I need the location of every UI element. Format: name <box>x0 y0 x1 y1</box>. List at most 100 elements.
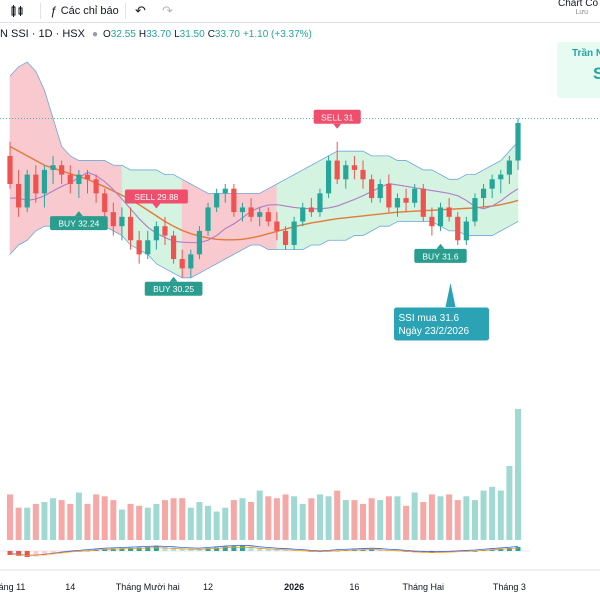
band-fill-segment <box>336 150 347 241</box>
svg-text:BUY 31.6: BUY 31.6 <box>422 251 459 261</box>
candle-body <box>325 160 332 194</box>
macd-histogram-bar <box>214 547 220 551</box>
volume-bar <box>454 500 461 540</box>
band-fill-segment <box>130 169 140 251</box>
change-value: +1.10 (+3.37%) <box>242 28 312 40</box>
volume-bar <box>127 503 134 540</box>
volume-bar <box>411 492 418 540</box>
chart-layout-title[interactable]: Chart Co <box>557 0 598 9</box>
volume-bar <box>101 496 108 540</box>
band-fill-segment <box>328 150 338 241</box>
macd-histogram-bar <box>515 547 521 551</box>
redo-button[interactable]: ↷ <box>162 0 173 22</box>
candle-body <box>119 216 125 227</box>
volume-bar <box>265 496 272 540</box>
indicators-icon: ƒ <box>50 4 57 18</box>
macd-histogram-bar <box>110 548 116 551</box>
band-fill-segment <box>483 164 493 236</box>
band-fill-segment <box>78 160 88 223</box>
volume-bar <box>480 490 487 540</box>
macd-histogram-bar <box>489 549 495 551</box>
symbol-name[interactable]: N SSI · 1D · HSX <box>0 28 85 40</box>
volume-bar <box>377 500 384 540</box>
macd-histogram-bar <box>188 548 194 551</box>
volume-bar <box>205 505 212 540</box>
band-fill-segment <box>173 174 183 279</box>
volume-bar <box>437 496 444 540</box>
volume-bar <box>179 498 186 540</box>
band-fill-segment <box>362 150 372 237</box>
candle-body <box>506 160 512 175</box>
candle-body <box>16 184 22 208</box>
macd-histogram-bar <box>377 549 383 551</box>
trade-signals: BUY 32.24 SELL 29.88 BUY 30.25 SELL 31 BUY 3… <box>50 109 491 342</box>
band-fill-segment <box>466 174 476 236</box>
macd-histogram-bar <box>93 549 99 551</box>
volume-bar <box>248 502 255 540</box>
high-label: H <box>138 28 147 40</box>
macd-histogram-bar <box>179 548 185 551</box>
candle-body <box>196 230 203 255</box>
volume-bar <box>75 492 82 540</box>
macd-histogram-bar <box>317 551 323 552</box>
volume-bar <box>299 503 306 540</box>
sell-signal-badge: SELL 31 <box>313 109 361 129</box>
volume-bar <box>446 494 453 540</box>
candle-body <box>282 230 289 245</box>
volume-bar <box>41 502 48 540</box>
macd-histogram-bar <box>291 550 297 551</box>
band-fill-segment <box>164 174 174 274</box>
volume-bar <box>334 490 341 540</box>
macd-histogram-bar <box>472 551 478 552</box>
macd-histogram-bar <box>239 546 245 551</box>
volume-bars <box>7 408 521 540</box>
volume-bar <box>187 507 194 540</box>
volume-bar <box>161 500 168 540</box>
buy-signal-badge: BUY 31.6 <box>414 243 467 263</box>
macd-histogram-bar <box>248 546 254 551</box>
time-axis-tick-label: 2026 <box>284 582 304 592</box>
buy-annotation-callout: SSI mua 31.6 Ngày 23/2/2026 <box>393 283 491 342</box>
band-fill-segment <box>87 160 97 222</box>
time-axis-tick-label: 12 <box>203 582 213 592</box>
band-fill-segment <box>18 61 28 246</box>
ma-slow-line <box>9 145 519 241</box>
candle-body <box>386 184 392 208</box>
macd-histogram-bar <box>446 551 452 553</box>
volume-bar <box>506 465 513 540</box>
band-fill-segment <box>405 160 415 222</box>
macd-histogram-bar <box>394 550 400 552</box>
candle-body <box>317 193 323 213</box>
band-fill-segment <box>26 61 37 242</box>
band-fill-segment <box>156 169 166 269</box>
close-label: C <box>207 28 215 40</box>
band-fill-segment <box>207 193 217 269</box>
band-upper-line <box>9 61 519 194</box>
candlesticks <box>7 118 521 278</box>
band-fill-segment <box>104 160 114 232</box>
promo-banner[interactable]: Trần N S <box>557 42 600 98</box>
band-fill-segment <box>371 155 381 232</box>
band-fill-segment <box>509 141 519 227</box>
indicators-label: Các chỉ báo <box>60 5 119 17</box>
volume-bar <box>213 511 220 540</box>
ma-fast-line <box>10 171 519 244</box>
save-label[interactable]: Lưu <box>575 9 588 16</box>
volume-bar <box>282 494 289 540</box>
volume-bar <box>196 502 203 540</box>
band-fill-segment <box>457 174 467 237</box>
candles-icon[interactable] <box>6 0 28 22</box>
band-fill-segment <box>345 150 355 241</box>
macd-histogram-bar <box>119 548 125 551</box>
undo-button[interactable]: ↶ <box>135 0 146 22</box>
macd-histogram-bar <box>50 551 56 555</box>
candle-body <box>265 212 271 222</box>
candle-body <box>248 207 254 217</box>
candle-body <box>394 198 401 208</box>
macd-histogram-bar <box>420 551 426 553</box>
macd-histogram-bar <box>7 551 13 555</box>
volume-bar <box>118 509 125 540</box>
band-fill-segment <box>52 118 62 227</box>
indicators-button[interactable]: ƒ Các chỉ báo <box>50 0 119 22</box>
